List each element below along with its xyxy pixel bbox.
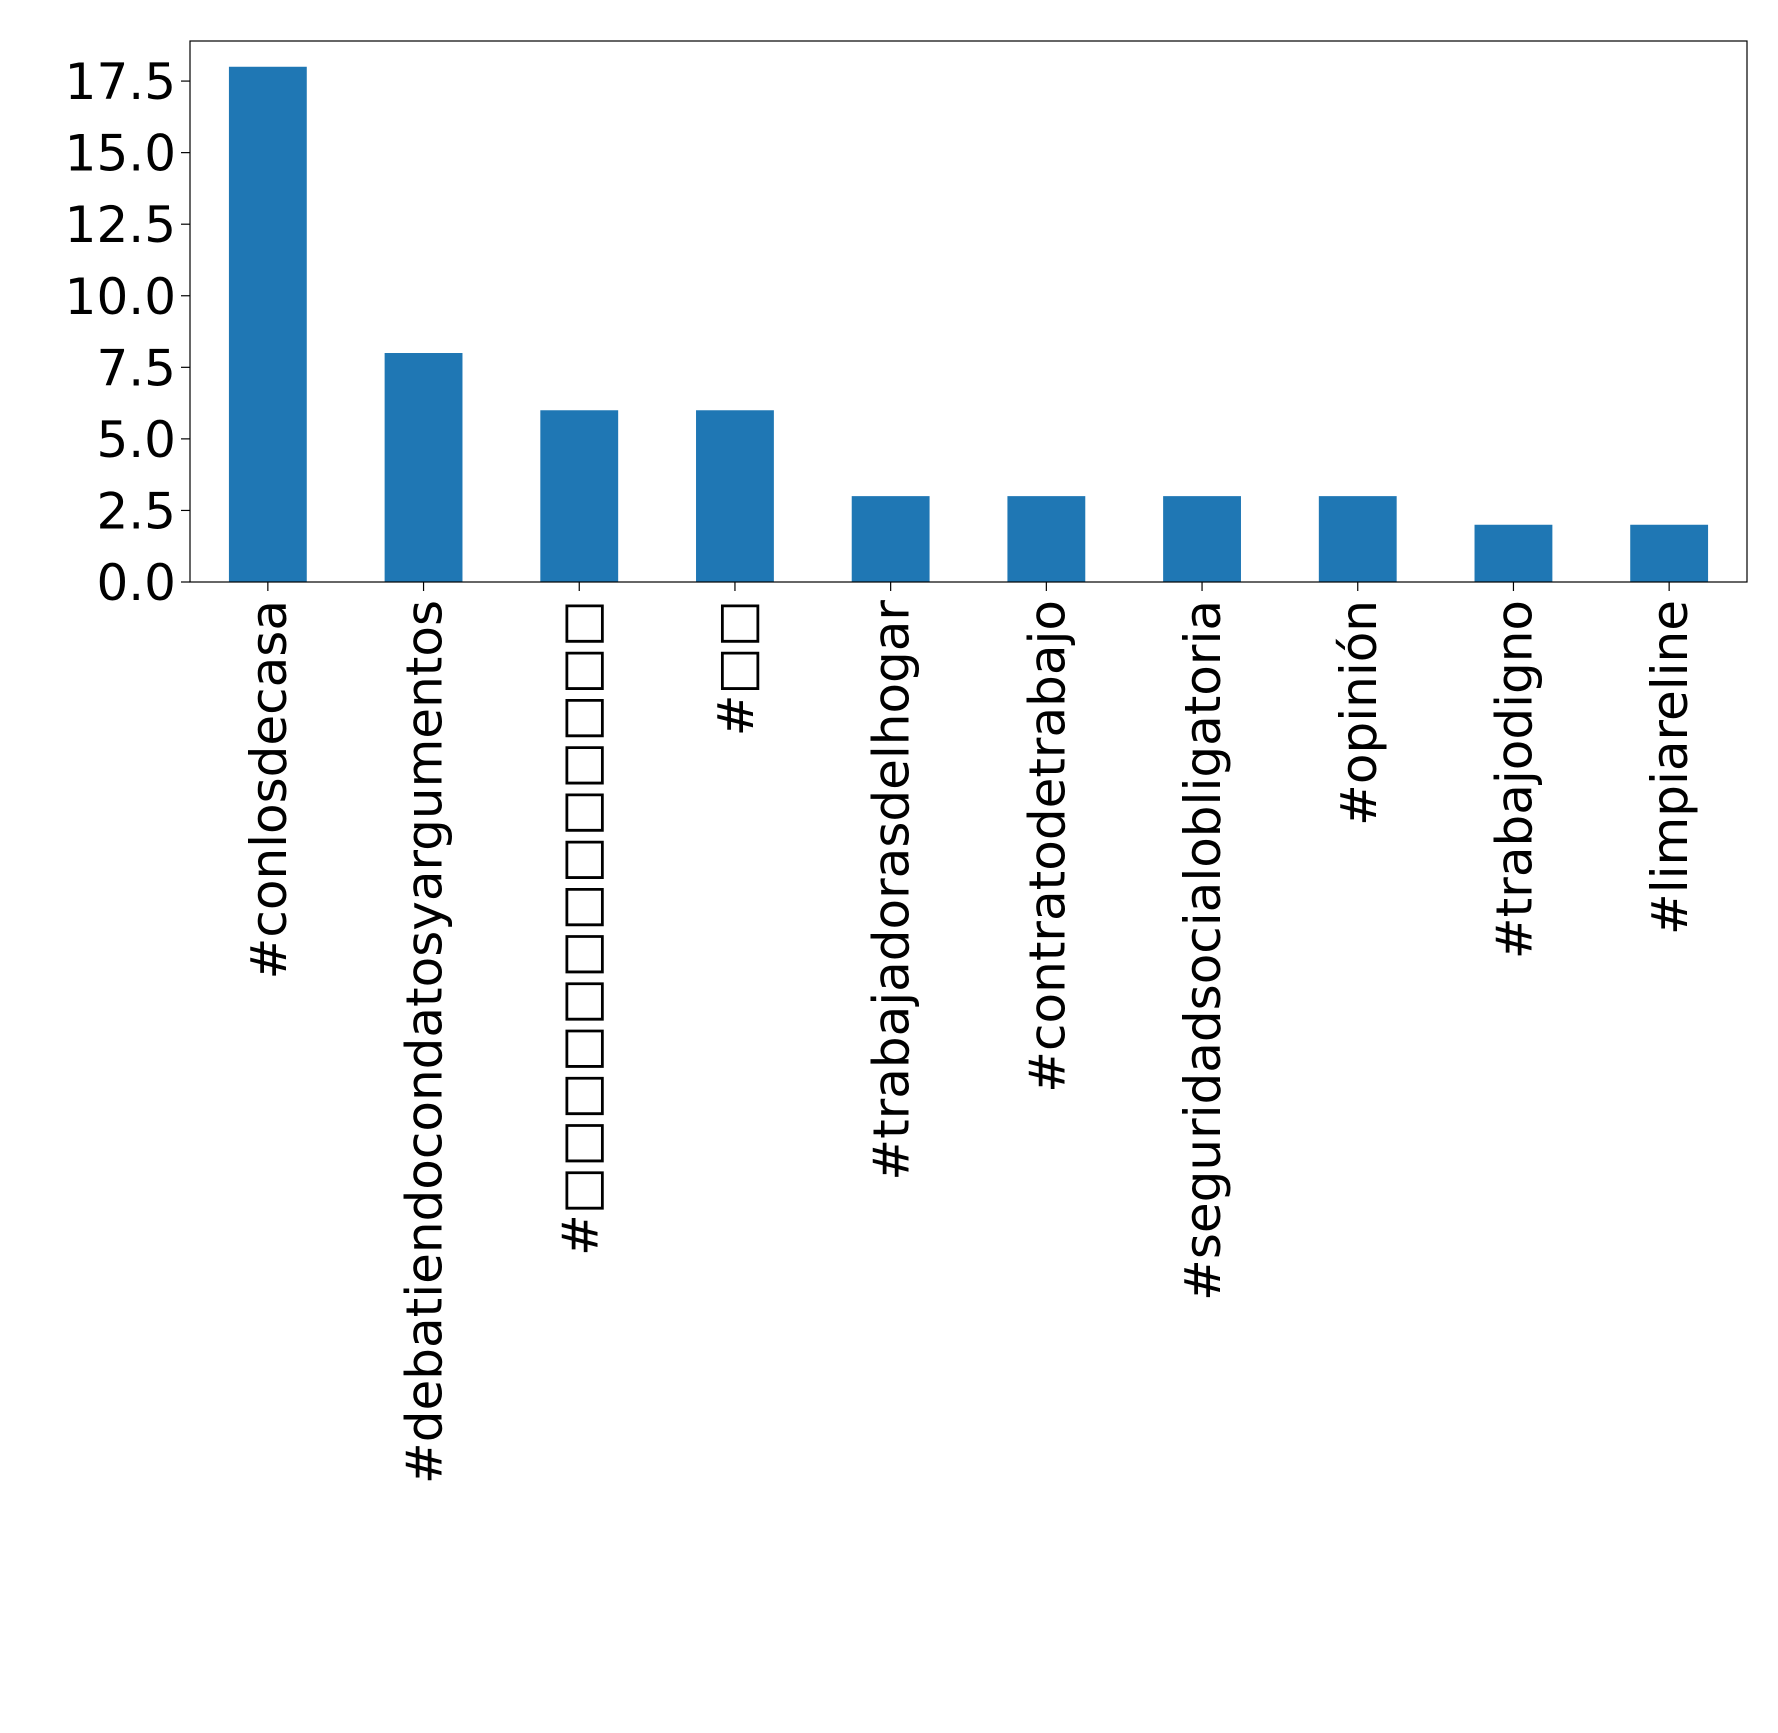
- x-tick-label-5: #contratodetrabajo: [1018, 600, 1076, 1093]
- y-axis: 0.0 2.5 5.0 7.5 10.0 12.5 15.0 17.5: [65, 53, 190, 612]
- x-tick-label-7: #opinión: [1330, 600, 1388, 826]
- x-tick-label-4: #trabajadorasdelhogar: [863, 600, 921, 1181]
- bar-9: [1630, 524, 1709, 582]
- bar-0: [228, 66, 307, 582]
- x-axis: #conlosdecasa #debatiendocondatosyargumen…: [240, 582, 1699, 1484]
- y-tick-label-0: 0.0: [96, 554, 176, 612]
- y-tick-label-2: 5.0: [96, 411, 176, 469]
- bar-5: [1007, 496, 1086, 582]
- x-tick-label-2: #□□□□□□□□□□□□□: [551, 600, 609, 1256]
- x-tick-label-9: #limpiareline: [1641, 600, 1699, 935]
- y-tick-label-4: 10.0: [65, 268, 176, 326]
- y-tick-label-3: 7.5: [96, 339, 176, 397]
- bar-8: [1474, 524, 1553, 582]
- y-tick-label-1: 2.5: [96, 482, 176, 540]
- x-tick-label-3: #□□: [707, 600, 765, 736]
- bar-3: [696, 410, 774, 582]
- y-tick-label-5: 12.5: [65, 196, 176, 254]
- x-tick-label-0: #conlosdecasa: [240, 600, 298, 980]
- x-tick-label-6: #seguridadsocialobligatoria: [1174, 600, 1232, 1301]
- bar-2: [540, 410, 619, 582]
- x-tick-label-1: #debatiendocondatosyargumentos: [396, 600, 454, 1484]
- bar-6: [1163, 496, 1241, 582]
- y-tick-label-6: 15.0: [65, 125, 176, 183]
- plot-frame: [189, 40, 1748, 583]
- bar-4: [851, 496, 930, 582]
- bars-group: [228, 66, 1709, 582]
- bar-1: [384, 353, 463, 582]
- x-tick-label-8: #trabajodigno: [1485, 600, 1543, 959]
- bar-7: [1318, 496, 1397, 582]
- y-tick-label-7: 17.5: [65, 53, 176, 111]
